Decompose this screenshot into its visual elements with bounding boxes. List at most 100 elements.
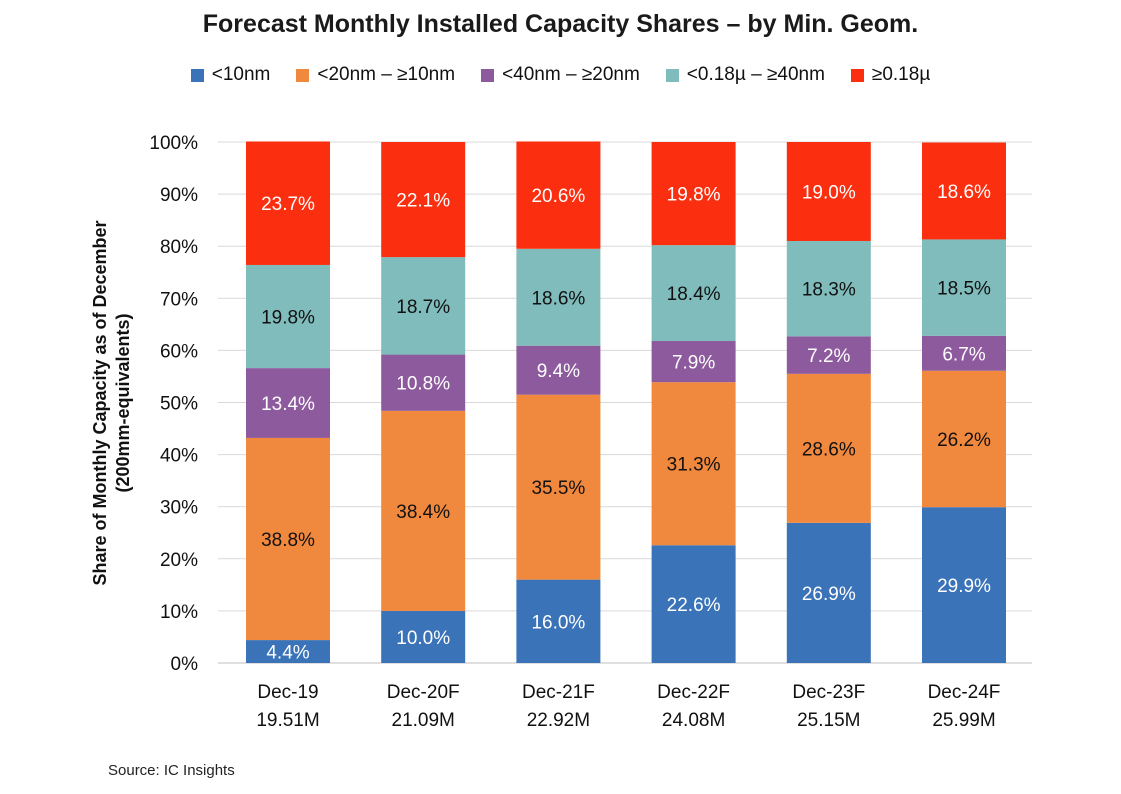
bar-segment	[922, 142, 1006, 240]
x-tick-total-label: 24.08M	[662, 710, 725, 731]
bar-segment	[651, 382, 736, 546]
legend-item: <0.18µ – ≥40nm	[665, 64, 825, 86]
data-label: 19.0%	[802, 182, 856, 203]
bar-segment	[922, 239, 1006, 336]
bar-segment	[651, 245, 736, 342]
x-tick-label: Dec-21F	[522, 682, 595, 703]
data-label: 23.7%	[261, 194, 315, 215]
bar-segment	[381, 610, 466, 663]
data-label: 13.4%	[261, 394, 315, 415]
data-label: 7.2%	[807, 346, 850, 367]
y-tick-label: 0%	[171, 654, 199, 675]
bar-segment	[786, 522, 871, 663]
bar-segment	[516, 345, 601, 395]
bar-segment	[381, 142, 466, 258]
data-label: 9.4%	[537, 361, 580, 382]
data-label: 19.8%	[261, 308, 315, 329]
data-label: 18.5%	[937, 279, 991, 300]
x-tick-label: Dec-19	[257, 682, 318, 703]
data-label: 38.4%	[396, 502, 450, 523]
y-tick-label: 10%	[160, 602, 198, 623]
x-tick-total-label: 25.15M	[797, 710, 860, 731]
legend-label: <10nm	[211, 64, 271, 85]
bar-segment	[516, 394, 601, 580]
x-tick-label: Dec-23F	[792, 682, 865, 703]
legend-label: <0.18µ – ≥40nm	[686, 64, 825, 85]
bar-segment	[922, 370, 1006, 508]
legend-swatch	[665, 68, 679, 82]
data-label: 18.4%	[667, 284, 721, 305]
x-tick-total-label: 22.92M	[527, 710, 590, 731]
legend-swatch	[296, 68, 310, 82]
bar-segment	[516, 141, 601, 249]
legend-item: ≥0.18µ	[850, 64, 931, 86]
bar-segment	[516, 248, 601, 346]
bar-segment	[381, 354, 466, 411]
y-tick-label: 50%	[160, 394, 198, 415]
bar-segment	[516, 579, 601, 663]
bar-segment	[786, 336, 871, 374]
bar-segment	[922, 507, 1006, 663]
data-label: 18.6%	[531, 288, 585, 309]
y-tick-label: 20%	[160, 550, 198, 571]
data-label: 7.9%	[672, 353, 715, 374]
data-label: 19.8%	[667, 185, 721, 206]
x-tick-total-label: 21.09M	[392, 710, 455, 731]
bar-segment	[786, 240, 871, 337]
bar-segment	[786, 142, 871, 241]
x-tick-total-label: 25.99M	[932, 710, 995, 731]
y-axis-title: Share of Monthly Capacity as of December…	[90, 220, 133, 585]
data-label: 22.1%	[396, 191, 450, 212]
bar-segment	[786, 373, 871, 523]
x-tick-label: Dec-22F	[657, 682, 730, 703]
bar-segment	[246, 264, 330, 369]
x-tick-total-label: 19.51M	[256, 710, 319, 731]
legend-label: <20nm – ≥10nm	[317, 64, 456, 85]
bar-segment	[651, 545, 736, 663]
data-label: 31.3%	[667, 455, 721, 476]
data-label: 18.7%	[396, 297, 450, 318]
legend-item: <20nm – ≥10nm	[296, 64, 455, 86]
data-label: 38.8%	[261, 530, 315, 551]
y-tick-label: 30%	[160, 498, 198, 519]
x-tick-label: Dec-24F	[928, 682, 1001, 703]
y-tick-label: 40%	[160, 446, 198, 467]
bar-segment	[246, 368, 330, 438]
bar-segment	[651, 341, 736, 383]
data-label: 26.9%	[802, 584, 856, 605]
legend-item: <40nm – ≥20nm	[481, 64, 640, 86]
data-label: 35.5%	[531, 478, 585, 499]
data-label: 26.2%	[937, 430, 991, 451]
legend-swatch	[190, 68, 204, 82]
y-tick-label: 70%	[160, 289, 198, 310]
bar-segment	[381, 410, 466, 611]
data-label: 4.4%	[266, 643, 309, 664]
y-tick-label: 90%	[160, 185, 198, 206]
bar-segment	[922, 335, 1006, 371]
data-label: 20.6%	[531, 186, 585, 207]
bar-segment	[651, 142, 736, 246]
chart-title: Forecast Monthly Installed Capacity Shar…	[202, 10, 919, 38]
bar-segment	[246, 640, 330, 663]
chart-legend: <10nm <20nm – ≥10nm <40nm – ≥20nm <0.18µ – …	[0, 64, 1121, 86]
data-label: 18.6%	[937, 182, 991, 203]
y-tick-label: 100%	[149, 133, 198, 154]
data-label: 16.0%	[531, 612, 585, 633]
data-label: 10.8%	[396, 374, 450, 395]
bar-segment	[246, 141, 330, 265]
data-label: 18.3%	[802, 280, 856, 301]
chart-plot: 0% 10% 20% 30% 40% 50% 60% 70% 80% 90% 100% Share o…	[90, 133, 1032, 731]
data-label: 29.9%	[937, 576, 991, 597]
bar-segment	[381, 257, 466, 355]
data-label: 28.6%	[802, 439, 856, 460]
source-note: Source: IC Insights	[108, 762, 235, 779]
legend-swatch	[481, 68, 495, 82]
legend-label: ≥0.18µ	[871, 64, 931, 85]
legend-item: <10nm	[190, 64, 271, 86]
y-tick-label: 80%	[160, 237, 198, 258]
bar-segment	[246, 437, 330, 641]
x-tick-label: Dec-20F	[387, 682, 460, 703]
y-tick-label: 60%	[160, 341, 198, 362]
data-label: 6.7%	[942, 344, 985, 365]
data-label: 10.0%	[396, 628, 450, 649]
